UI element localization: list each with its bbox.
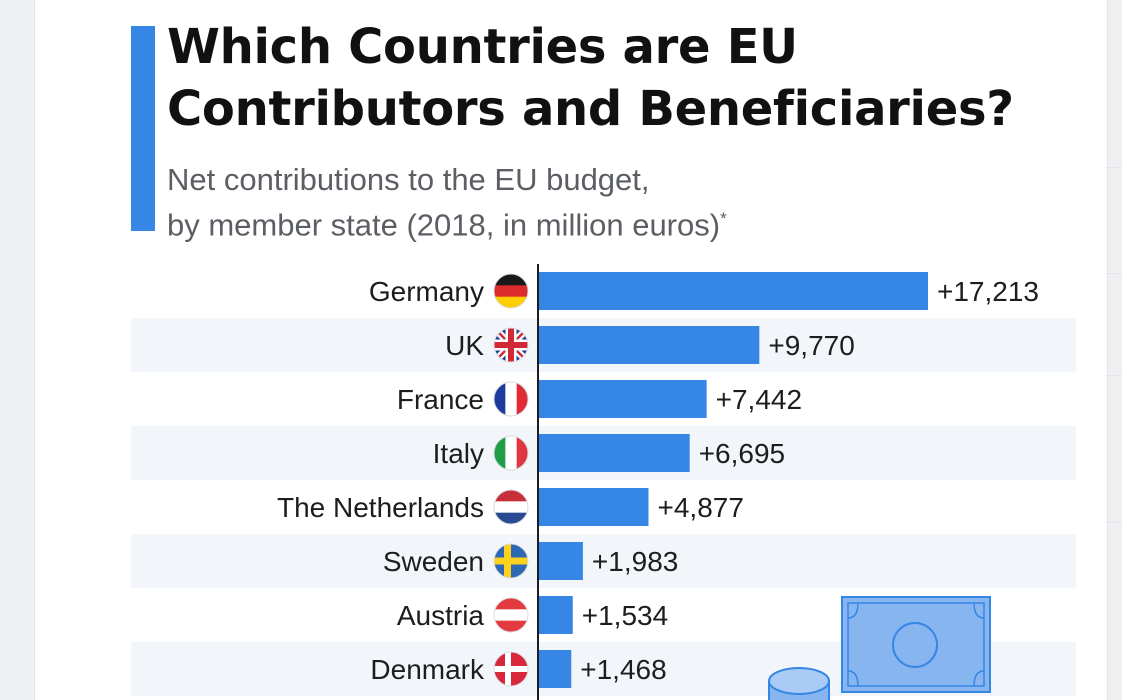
divider — [1106, 167, 1122, 168]
chart-title-line-1: Which Countries are EU — [167, 19, 798, 75]
category-label: Austria — [397, 600, 485, 631]
value-label: +7,442 — [716, 384, 802, 415]
flag-denmark-icon — [493, 651, 529, 687]
bar — [538, 272, 928, 310]
row-stripe — [131, 534, 1076, 588]
bars — [538, 272, 928, 688]
bar — [538, 488, 649, 526]
bar — [538, 542, 583, 580]
flag-icons — [493, 273, 529, 687]
divider — [1106, 273, 1122, 274]
chart-subtitle-line-1: Net contributions to the EU budget, — [167, 162, 650, 197]
value-label: +1,534 — [582, 600, 668, 631]
category-label: Denmark — [370, 654, 485, 685]
footnote-marker: * — [720, 209, 727, 228]
value-label: +4,877 — [657, 492, 743, 523]
value-label: +6,695 — [699, 438, 785, 469]
divider — [1106, 375, 1122, 376]
category-label: Germany — [369, 276, 484, 307]
divider — [1106, 522, 1122, 523]
chart-subtitle: Net contributions to the EU budget, by m… — [167, 160, 1067, 244]
bar — [538, 650, 572, 688]
category-label: UK — [445, 330, 484, 361]
flag-austria-icon — [493, 597, 529, 633]
bar — [538, 380, 707, 418]
value-label: +9,770 — [768, 330, 854, 361]
chart-title: Which Countries are EU Contributors and … — [167, 16, 1097, 140]
flag-uk-icon — [493, 327, 529, 363]
category-labels: Germany UK France Italy The Netherlands Swede… — [277, 276, 485, 685]
bar — [538, 434, 690, 472]
title-accent-bar — [131, 26, 155, 231]
bar — [538, 596, 573, 634]
coin-stack-icon — [768, 667, 830, 700]
flag-france-icon — [493, 381, 529, 417]
flag-italy-icon — [493, 435, 529, 471]
category-label: The Netherlands — [277, 492, 484, 523]
banknote-icon — [841, 596, 991, 693]
flag-netherlands-icon — [493, 489, 529, 525]
category-label: Italy — [433, 438, 484, 469]
chart-subtitle-line-2: by member state (2018, in million euros) — [167, 207, 721, 243]
flag-sweden-icon — [493, 543, 529, 579]
chart-title-line-2: Contributors and Beneficiaries? — [167, 81, 1014, 137]
value-label: +1,983 — [592, 546, 678, 577]
category-label: Sweden — [383, 546, 484, 577]
value-label: +17,213 — [937, 276, 1039, 307]
decoration — [768, 596, 991, 700]
value-label: +1,468 — [580, 654, 666, 685]
bar — [538, 326, 760, 364]
value-labels: +17,213 +9,770 +7,442 +6,695 +4,877 +1,983 +1,… — [580, 276, 1039, 685]
flag-germany-icon — [493, 273, 529, 309]
category-label: France — [397, 384, 484, 415]
